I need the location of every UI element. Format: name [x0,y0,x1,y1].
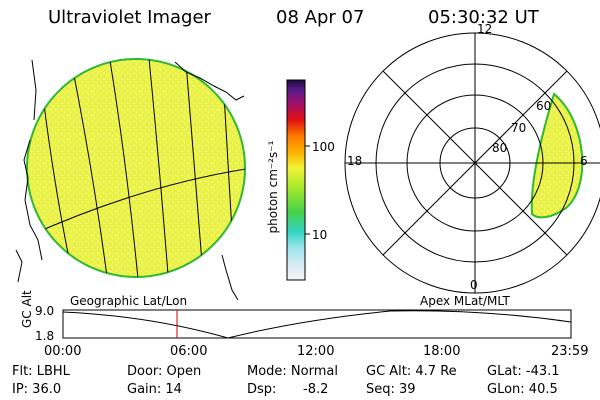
gc-altitude-plot [62,309,572,339]
apex-panel-label: Apex MLat/MLT [420,294,510,308]
geographic-image [15,58,246,301]
info-filter: Flt: LBHL [12,364,70,379]
info-dsp-value: -8.2 [303,382,329,397]
geographic-panel-label: Geographic Lat/Lon [70,294,188,308]
coastline [15,59,245,301]
colorbar-tick-10: 10 [312,228,328,242]
info-door: Door: Open [127,364,202,379]
info-gc-alt: GC Alt: 4.7 Re [366,364,457,379]
gc-ytick-1: 1.8 [35,329,55,343]
info-glat: GLat: -43.1 [487,364,560,379]
gc-altitude-curve [62,310,572,339]
info-glon: GLon: 40.5 [487,382,558,397]
lat-label-70: 70 [511,121,527,135]
colorbar-unit-label: photon cm⁻²s⁻¹ [266,140,280,234]
mlt-label-12: 12 [477,22,493,36]
lat-label-80: 80 [492,141,508,155]
gc-ytick-9: 9.0 [35,304,55,318]
date-label: 08 Apr 07 [276,7,365,28]
info-mode: Mode: Normal [247,364,338,379]
gc-xtick-1200: 12:00 [297,344,335,359]
gc-xtick-0000: 00:00 [44,344,82,359]
colorbar-tick-100: 100 [312,140,335,154]
gc-xtick-2359: 23:59 [551,344,589,359]
info-ip: IP: 36.0 [12,382,62,397]
mlt-label-0: 0 [470,278,478,292]
gc-xtick-1800: 18:00 [423,344,461,359]
polar-plot [344,32,600,294]
mlt-label-6: 6 [580,154,588,168]
time-label: 05:30:32 UT [428,7,539,28]
info-gain: Gain: 14 [127,382,182,397]
mlt-label-18: 18 [347,154,363,168]
info-dsp-label: Dsp: [247,382,277,397]
gc-axis-label: GC Alt [20,290,34,328]
app-title: Ultraviolet Imager [48,7,211,28]
colorbar [286,79,310,281]
lat-label-60: 60 [536,99,552,113]
aurora-emission [530,92,584,219]
info-seq: Seq: 39 [366,382,416,397]
gc-xtick-0600: 06:00 [170,344,208,359]
